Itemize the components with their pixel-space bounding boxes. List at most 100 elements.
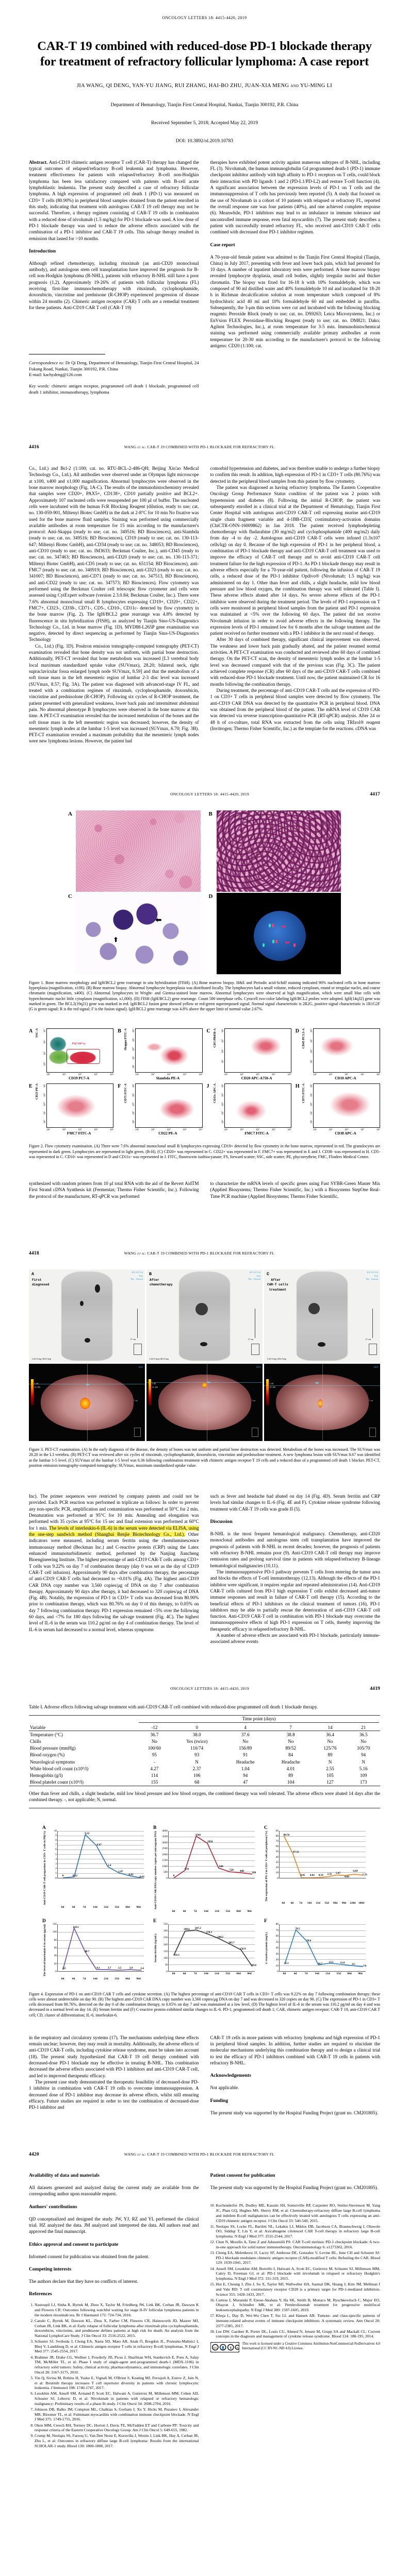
running-head-4420: 4420 WANG et al: CAR-T 19 COMBINED WITH …	[29, 2152, 380, 2157]
svg-text:👤: 👤	[221, 2346, 225, 2350]
xtick: 21d	[316, 1902, 320, 1905]
figure-4-caption: Figure 4. Expression of PD-1 on anti-CD1…	[29, 1992, 380, 2018]
p5-column-right: CAR-T 19 cells in more patients with ref…	[210, 2035, 381, 2116]
table-cell: 4.27	[150, 1766, 159, 1771]
p4-column-right: such as fever and headache had abated on…	[210, 1493, 381, 1645]
xtick: 14d	[204, 1972, 208, 1976]
xtick: 10²	[135, 1073, 139, 1077]
xtick: 7d	[299, 1902, 302, 1905]
scatter-cloud	[313, 1084, 380, 1128]
crosshair-vertical	[322, 1364, 323, 1442]
p3-left-para: synthesized with random primers from 10 …	[29, 1181, 199, 1199]
xtick: 10⁴	[344, 1128, 349, 1132]
table-group-header-cell: Time point (days)	[138, 1715, 380, 1724]
abstract-label: Abstract.	[29, 159, 48, 165]
figure-1-panel-c: C ⬅ ⬆	[68, 892, 201, 974]
scatter-cloud	[47, 1084, 113, 1128]
flow-yticks-c: 10⁶ 10⁵ 10⁴ 10³	[218, 1028, 224, 1073]
xtick: 10⁶	[199, 1073, 203, 1077]
orientation-box	[369, 1344, 377, 1355]
window-level-label-a: L 80 W 300	[35, 1382, 40, 1388]
flow-ylabel-h: CD71 FITC-A	[301, 1083, 305, 1104]
table-cell: N	[195, 1759, 199, 1765]
red-arrow-1: ⬅	[281, 923, 286, 930]
xtick: 60d	[125, 1977, 130, 1980]
chart-line-b	[169, 1831, 255, 1878]
xtick: 10²	[313, 1128, 317, 1132]
orientation-box	[134, 1428, 141, 1437]
p2-column-left: Co., Ltd.) and Bcl-2 (1:100; cat. no. RT…	[29, 465, 199, 744]
table-cell: 110/74	[190, 1745, 204, 1751]
xtick: 90d	[136, 1977, 141, 1980]
chart-xticks-e: 0d 4d 7d 14d 21d 35d 60d 90d	[168, 1972, 255, 1975]
pet-scale-ruler	[372, 1308, 373, 1338]
journal-running-head-3: ONCOLOGY LETTERS 18: 4415-4420, 2019	[170, 1686, 250, 1691]
flow-xticks-d: 10² 10³ 10⁴ 10⁵ 10⁶	[296, 1073, 380, 1076]
section-funding: Funding	[210, 2097, 228, 2104]
flow-yticks-h: 10⁶ 10⁵ 10⁴ 10³ 10²	[306, 1083, 313, 1128]
xtick: 35d	[336, 1972, 341, 1976]
xtick: 4d	[290, 1902, 294, 1905]
panel-label-b: B	[208, 810, 212, 817]
table-cell: 68	[171, 1778, 223, 1786]
table-variable: Chills	[30, 1738, 41, 1744]
table-cell: 95	[152, 1752, 157, 1758]
chart-yticks-a: 10 9 8 7 6 5 4 3 2 1 0	[54, 1829, 57, 1880]
flow-plot-j	[224, 1083, 291, 1128]
chart-ylabel-b: Anti-CD19 CAR DNA copy number copies per…	[154, 1831, 157, 1910]
reference-item: Neelapu SS, Locke FL, Bartlett NL, Lekak…	[216, 2224, 381, 2239]
p2-column-right: comorbid hypertension and diabetes, and …	[210, 465, 381, 744]
scatter-cloud	[224, 1029, 291, 1073]
table-cell: 89/52	[285, 1745, 297, 1751]
table-cell: 36.5	[347, 1731, 380, 1738]
rh-rest: : CAR-T 19 COMBINED WITH PD-1 BLOCKADE F…	[144, 1251, 275, 1256]
table-variable: Blood platelet count (x10⁹/l)	[29, 1778, 138, 1786]
table-cell: N	[328, 1759, 332, 1765]
figure-3-caption: Figure 3. PET-CT examination. (A) In the…	[29, 1447, 380, 1468]
suv-color-bar	[266, 1379, 269, 1406]
body-silhouette	[297, 1271, 348, 1361]
reference-list-right: Kochenderfer JN, Dudley ME, Kassim SH, S…	[210, 2203, 381, 2339]
granulocyte-cluster	[50, 1037, 67, 1052]
flow-panel-label-f: F	[118, 1083, 121, 1090]
xtick: 10²	[224, 1128, 228, 1132]
reference-item: Chen N, Morello A, Tano Z and Adusumilli…	[216, 2240, 381, 2249]
flow-ylabel-a: SSC-A	[35, 1028, 39, 1038]
flow-ylabel-b: Skappa FITC-A	[124, 1028, 128, 1051]
flow-xlabel-b: Slambda PE-A	[156, 1076, 180, 1081]
ct-scale-label-b: 7 cm	[251, 1399, 255, 1402]
suv-color-bar	[31, 1379, 34, 1406]
table-cell: 156/89	[239, 1745, 252, 1751]
flow-yticks-e: 10⁶ 10⁵ 10⁴ 10³ 10²	[40, 1083, 46, 1128]
xtick: 10⁵	[360, 1073, 365, 1077]
micrograph-bone-marrow-biopsy-x100	[76, 810, 201, 892]
xtick: 10³	[329, 1128, 333, 1132]
pet-panel-label-a: A	[31, 1272, 35, 1277]
pet-scale-label-a: 17 cm	[130, 1338, 136, 1341]
correspondence-email: E-mail: kachydeng@126.com	[29, 372, 82, 377]
figure-4: A Anti-CD19 CAR-T cell proportion in CD3…	[29, 1825, 380, 1980]
xtick: 60d	[333, 1902, 338, 1905]
reference-item: Schuster SJ, Svoboda J, Chong EA, Nasta …	[35, 2339, 199, 2354]
reference-item: Khoja L, Day D, Wei-Wu Chen T, Siu LL an…	[216, 2313, 381, 2328]
chart-ylabel-a: Anti-CD19 CAR-T cell proportion in CD3+ …	[43, 1831, 46, 1905]
flow-panel-label-d: D	[295, 1028, 299, 1035]
license-block: cc 👤 $ = This work is licensed under a C…	[209, 2342, 380, 2355]
xtick: 60d	[236, 1910, 241, 1913]
chart-ylabel-e: Serum ferritin (ng/mL)	[154, 1934, 157, 1963]
flow-xlabel-h: CD38 APC-A	[335, 1131, 356, 1136]
lymphocyte-cluster	[48, 1049, 70, 1065]
micrograph-wright-giemsa-x1000: ⬅ ⬆	[76, 892, 201, 974]
author-list: JIA WANG, QI DENG, YAN-YU JIANG, RUI ZHA…	[76, 82, 333, 89]
p4-right-para-a: such as fever and headache had abated on…	[210, 1494, 381, 1512]
table-cell: Headache	[236, 1759, 255, 1765]
abstract-text: Anti-CD19 chimeric antigen receptor T ce…	[29, 159, 199, 241]
crosshair-vertical	[87, 1364, 88, 1442]
reference-item: Lesokhin AM, Ansell SM, Armand P, Scott …	[35, 2391, 199, 2406]
pet-lao-label-c: LAO 0 deg CRA 0 deg	[267, 1358, 286, 1361]
ct-scale-label-a: 7 cm	[134, 1399, 138, 1402]
xtick: 4d	[183, 1910, 186, 1913]
table-column-header-row: Variable -12 0 4 7 14 21	[29, 1724, 380, 1731]
chart-yticks-f: 80 70 60 50 40 30 20 10 0	[275, 1923, 279, 1974]
